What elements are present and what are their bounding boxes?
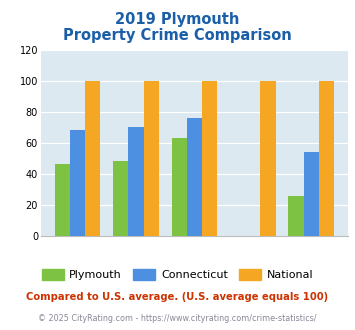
- Bar: [171, 138, 187, 236]
- Bar: [85, 81, 100, 236]
- Bar: [113, 161, 129, 236]
- Bar: [288, 196, 304, 236]
- Text: Property Crime Comparison: Property Crime Comparison: [63, 28, 292, 43]
- Bar: [143, 81, 159, 236]
- Bar: [304, 152, 319, 236]
- Bar: [55, 164, 70, 236]
- Text: Compared to U.S. average. (U.S. average equals 100): Compared to U.S. average. (U.S. average …: [26, 292, 329, 302]
- Text: © 2025 CityRating.com - https://www.cityrating.com/crime-statistics/: © 2025 CityRating.com - https://www.city…: [38, 314, 317, 323]
- Bar: [70, 130, 85, 236]
- Bar: [319, 81, 334, 236]
- Legend: Plymouth, Connecticut, National: Plymouth, Connecticut, National: [37, 265, 318, 284]
- Bar: [260, 81, 275, 236]
- Text: 2019 Plymouth: 2019 Plymouth: [115, 12, 240, 26]
- Bar: [202, 81, 217, 236]
- Bar: [187, 118, 202, 236]
- Bar: [129, 127, 143, 236]
